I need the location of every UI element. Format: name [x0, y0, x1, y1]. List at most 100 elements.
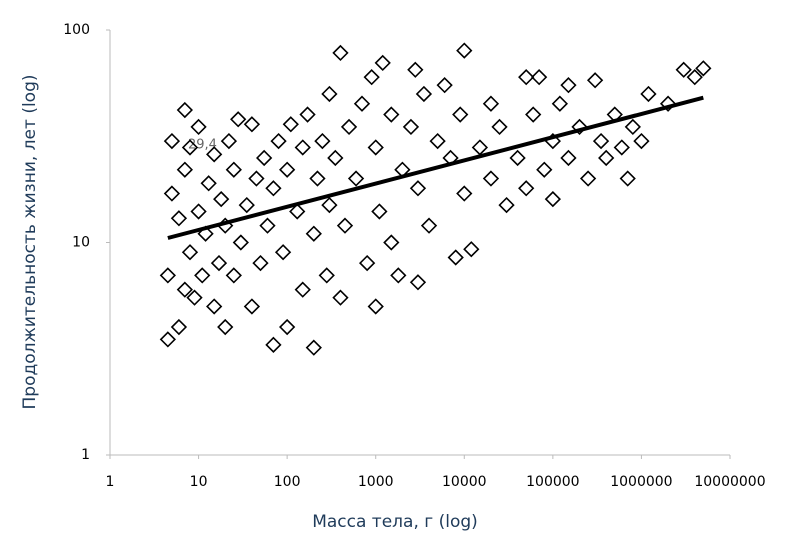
point [415, 85, 433, 103]
point [509, 149, 526, 167]
point [525, 106, 542, 123]
point [579, 170, 597, 187]
point [238, 196, 255, 214]
point [282, 116, 299, 133]
point [299, 106, 316, 123]
point [429, 132, 446, 150]
x-tick-label: 10 [190, 474, 208, 490]
point [371, 203, 388, 220]
point [518, 180, 535, 197]
x-tick-label: 10000000 [694, 474, 765, 490]
point [170, 210, 188, 227]
point [181, 139, 199, 156]
point [194, 267, 211, 284]
point [340, 118, 358, 136]
point [571, 118, 588, 136]
point [305, 339, 322, 356]
point [163, 132, 181, 150]
point [270, 132, 287, 150]
point [159, 331, 176, 348]
point [210, 254, 228, 272]
point [332, 44, 349, 62]
point [327, 149, 344, 167]
point [482, 95, 500, 112]
point [640, 85, 657, 103]
y-tick-label: 100 [63, 22, 90, 38]
point [560, 149, 577, 167]
point [624, 118, 641, 136]
point [491, 118, 508, 136]
point [383, 106, 400, 123]
point [321, 85, 338, 103]
point [332, 289, 349, 306]
point [544, 190, 561, 208]
point [294, 281, 311, 298]
point [289, 203, 306, 220]
point [176, 161, 193, 178]
point [456, 185, 473, 202]
point [482, 170, 500, 187]
point [225, 267, 242, 284]
point [170, 318, 188, 336]
point [206, 298, 223, 315]
point [452, 106, 469, 123]
point [686, 69, 703, 86]
point [659, 95, 677, 112]
point [675, 61, 692, 78]
x-tick-label: 100 [274, 474, 301, 490]
point [305, 225, 322, 242]
point [420, 217, 438, 234]
point [518, 69, 535, 86]
point [190, 203, 207, 220]
point [383, 234, 400, 251]
point [321, 196, 338, 214]
point [633, 132, 650, 150]
point [536, 161, 553, 178]
point [265, 180, 282, 197]
point [181, 244, 199, 261]
point [252, 254, 269, 272]
point [314, 132, 331, 150]
point [256, 149, 273, 167]
point [243, 116, 261, 133]
x-tick-label: 10000 [442, 474, 487, 490]
point [217, 318, 234, 336]
point [248, 170, 265, 187]
point [265, 336, 282, 353]
point [353, 95, 371, 112]
point [363, 69, 380, 86]
x-tick-label: 1000 [358, 474, 394, 490]
point [367, 298, 384, 315]
point [190, 118, 207, 136]
point [274, 244, 292, 261]
x-axis-title: Масса тела, г (log) [312, 512, 478, 532]
point [347, 170, 365, 187]
point [163, 185, 181, 202]
point [294, 139, 311, 156]
point [230, 111, 247, 128]
point [471, 139, 489, 156]
y-tick-label: 10 [72, 235, 90, 251]
point [447, 249, 464, 266]
y-tick-label: 1 [81, 447, 90, 463]
y-axis-title: Продолжительность жизни, лет (log) [20, 75, 40, 410]
annotation: 29,4 [188, 138, 217, 153]
point [279, 161, 296, 178]
point [598, 149, 615, 167]
point [407, 61, 424, 78]
point [409, 274, 427, 291]
point [531, 69, 548, 86]
point [374, 54, 391, 72]
point [436, 77, 453, 94]
x-tick-label: 100000 [526, 474, 579, 490]
point [243, 298, 261, 315]
point [592, 132, 610, 150]
point [402, 118, 420, 136]
point [586, 72, 604, 89]
point [259, 217, 276, 234]
point [456, 42, 473, 59]
x-tick-label: 1000000 [610, 474, 672, 490]
point [463, 241, 480, 258]
trendline [167, 95, 704, 240]
point [409, 180, 427, 197]
